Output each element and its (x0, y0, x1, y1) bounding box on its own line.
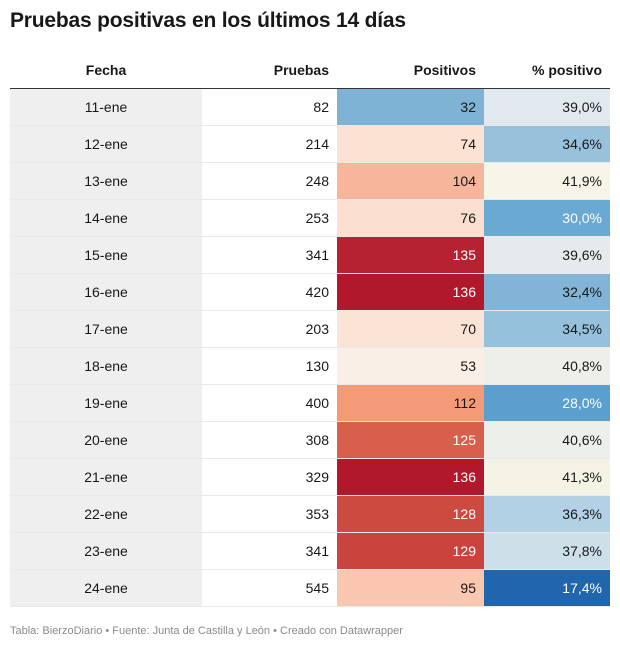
cell-fecha: 12-ene (10, 125, 202, 163)
table-row: 18-ene 130 53 40,8% (10, 347, 610, 385)
cell-pct-positivo: 39,6% (484, 236, 610, 274)
table-row: 20-ene 308 125 40,6% (10, 421, 610, 459)
cell-fecha: 11-ene (10, 88, 202, 126)
cell-pct-positivo: 40,8% (484, 347, 610, 385)
cell-pruebas: 400 (202, 384, 337, 422)
column-header-fecha: Fecha (10, 52, 202, 89)
cell-fecha: 18-ene (10, 347, 202, 385)
cell-pct-positivo: 17,4% (484, 569, 610, 607)
cell-pruebas: 214 (202, 125, 337, 163)
cell-fecha: 20-ene (10, 421, 202, 459)
cell-pruebas: 329 (202, 458, 337, 496)
table-row: 11-ene 82 32 39,0% (10, 88, 610, 126)
cell-pruebas: 308 (202, 421, 337, 459)
cell-fecha: 19-ene (10, 384, 202, 422)
cell-fecha: 21-ene (10, 458, 202, 496)
cell-positivos: 136 (337, 458, 484, 496)
cell-pruebas: 248 (202, 162, 337, 200)
cell-pct-positivo: 37,8% (484, 532, 610, 570)
cell-pruebas: 203 (202, 310, 337, 348)
cell-positivos: 70 (337, 310, 484, 348)
cell-fecha: 14-ene (10, 199, 202, 237)
data-table: Fecha Pruebas Positivos % positivo 11-en… (10, 52, 610, 607)
header-row: Fecha Pruebas Positivos % positivo (10, 52, 610, 89)
cell-pct-positivo: 39,0% (484, 88, 610, 126)
table-row: 16-ene 420 136 32,4% (10, 273, 610, 311)
page-title: Pruebas positivas en los últimos 14 días (10, 9, 406, 32)
column-header-pct-positivo: % positivo (484, 52, 610, 89)
cell-pruebas: 341 (202, 532, 337, 570)
cell-fecha: 16-ene (10, 273, 202, 311)
cell-positivos: 128 (337, 495, 484, 533)
table-row: 12-ene 214 74 34,6% (10, 125, 610, 163)
table-row: 21-ene 329 136 41,3% (10, 458, 610, 496)
table-row: 15-ene 341 135 39,6% (10, 236, 610, 274)
table-row: 22-ene 353 128 36,3% (10, 495, 610, 533)
table-row: 23-ene 341 129 37,8% (10, 532, 610, 570)
table-row: 14-ene 253 76 30,0% (10, 199, 610, 237)
cell-pct-positivo: 41,9% (484, 162, 610, 200)
cell-pruebas: 420 (202, 273, 337, 311)
column-header-positivos: Positivos (337, 52, 484, 89)
column-header-pruebas: Pruebas (202, 52, 337, 89)
cell-positivos: 104 (337, 162, 484, 200)
cell-positivos: 74 (337, 125, 484, 163)
cell-fecha: 13-ene (10, 162, 202, 200)
table-row: 24-ene 545 95 17,4% (10, 569, 610, 607)
cell-fecha: 22-ene (10, 495, 202, 533)
cell-pruebas: 353 (202, 495, 337, 533)
cell-fecha: 24-ene (10, 569, 202, 607)
cell-positivos: 112 (337, 384, 484, 422)
cell-positivos: 76 (337, 199, 484, 237)
cell-pct-positivo: 34,6% (484, 125, 610, 163)
cell-pruebas: 130 (202, 347, 337, 385)
cell-pct-positivo: 36,3% (484, 495, 610, 533)
cell-positivos: 95 (337, 569, 484, 607)
cell-positivos: 136 (337, 273, 484, 311)
cell-positivos: 32 (337, 88, 484, 126)
table-row: 19-ene 400 112 28,0% (10, 384, 610, 422)
cell-fecha: 17-ene (10, 310, 202, 348)
cell-pruebas: 341 (202, 236, 337, 274)
cell-pct-positivo: 40,6% (484, 421, 610, 459)
table-row: 13-ene 248 104 41,9% (10, 162, 610, 200)
cell-positivos: 53 (337, 347, 484, 385)
cell-positivos: 135 (337, 236, 484, 274)
cell-positivos: 129 (337, 532, 484, 570)
cell-pct-positivo: 41,3% (484, 458, 610, 496)
cell-pct-positivo: 32,4% (484, 273, 610, 311)
footer-credits: Tabla: BierzoDiario • Fuente: Junta de C… (10, 625, 403, 637)
cell-pruebas: 82 (202, 88, 337, 126)
cell-pruebas: 253 (202, 199, 337, 237)
cell-fecha: 15-ene (10, 236, 202, 274)
table-body: 11-ene 82 32 39,0% 12-ene 214 74 34,6% 13-ene 248… (10, 88, 610, 607)
cell-pruebas: 545 (202, 569, 337, 607)
cell-positivos: 125 (337, 421, 484, 459)
table-row: 17-ene 203 70 34,5% (10, 310, 610, 348)
cell-fecha: 23-ene (10, 532, 202, 570)
cell-pct-positivo: 28,0% (484, 384, 610, 422)
cell-pct-positivo: 30,0% (484, 199, 610, 237)
cell-pct-positivo: 34,5% (484, 310, 610, 348)
